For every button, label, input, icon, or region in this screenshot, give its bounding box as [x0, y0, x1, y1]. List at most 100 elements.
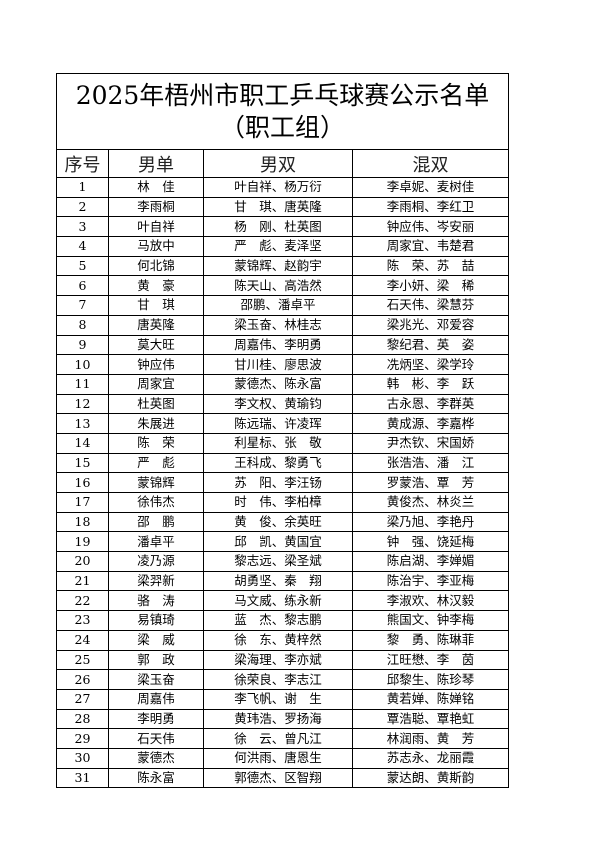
row-index: 23	[56, 610, 109, 631]
table-row: 8 唐英隆 梁玉奋、林桂志 梁兆光、邓爱容	[56, 314, 509, 336]
page-subtitle: （职工组）	[219, 112, 345, 142]
row-index: 4	[56, 236, 109, 257]
row-index: 7	[56, 295, 109, 316]
mens-singles-cell: 凌乃源	[108, 551, 204, 572]
mens-doubles-cell: 蓝 杰、黎志鹏	[203, 610, 353, 631]
mens-doubles-cell: 何洪雨、唐恩生	[203, 747, 353, 769]
header-mixed-doubles: 混双	[352, 149, 509, 178]
mens-singles-cell: 蒙德杰	[108, 747, 204, 769]
mens-doubles-cell: 邱 凯、黄国宜	[203, 531, 353, 553]
page-title: 2025年梧州市职工乒乓球赛公示名单	[75, 80, 490, 110]
mixed-doubles-cell: 冼炳坚、梁学玲	[352, 354, 509, 375]
table-row: 10 钟应伟 甘川桂、廖思波 冼炳坚、梁学玲	[56, 354, 509, 375]
row-index: 8	[56, 314, 109, 336]
row-index: 30	[56, 747, 109, 769]
row-index: 2	[56, 196, 109, 218]
table-row: 13 朱展进 陈远瑞、许凌珲 黄成源、李嘉桦	[56, 413, 509, 434]
mixed-doubles-cell: 钟 强、饶延梅	[352, 531, 509, 553]
row-index: 24	[56, 629, 109, 651]
mens-singles-cell: 潘卓平	[108, 531, 204, 553]
mens-singles-cell: 李明勇	[108, 708, 204, 730]
mens-doubles-cell: 甘 琪、唐英隆	[203, 196, 353, 218]
mixed-doubles-cell: 罗蒙浩、覃 芳	[352, 472, 509, 493]
row-index: 6	[56, 275, 109, 297]
mens-singles-cell: 莫大旺	[108, 334, 204, 356]
row-index: 25	[56, 649, 109, 671]
table-row: 17 徐伟杰时 伟、李柏樟 黄俊杰、林炎兰	[56, 492, 509, 513]
row-index: 16	[56, 472, 109, 493]
mens-doubles-cell: 严 彪、麦泽坚	[203, 236, 353, 257]
mens-singles-cell: 蒙锦辉	[108, 472, 204, 493]
mixed-doubles-cell: 尹杰钦、宋国娇	[352, 432, 509, 454]
mens-doubles-cell: 徐 东、黄梓然	[203, 629, 353, 651]
table-row: 4 马放中严 彪、麦泽坚 周家宜、韦楚君	[56, 236, 509, 257]
mixed-doubles-cell: 李雨桐、李红卫	[352, 196, 509, 218]
mens-singles-cell: 骆 涛	[108, 590, 204, 612]
mens-singles-cell: 郭 政	[108, 649, 204, 671]
mens-singles-cell: 林 佳	[108, 177, 204, 198]
table-row: 22 骆 涛马文威、练永新 李淑欢、林汉毅	[56, 590, 509, 612]
mixed-doubles-cell: 黎 勇、陈琳菲	[352, 629, 509, 651]
mens-doubles-cell: 胡勇坚、秦 翔	[203, 570, 353, 592]
mens-singles-cell: 石天伟	[108, 728, 204, 749]
table-row: 25 郭 政梁海理、李亦斌 江旺懋、李 茵	[56, 649, 509, 671]
mens-doubles-cell: 邵鹏、潘卓平	[203, 295, 353, 316]
mens-doubles-cell: 周嘉伟、李明勇	[203, 334, 353, 356]
mixed-doubles-cell: 江旺懋、李 茵	[352, 649, 509, 671]
table-row: 20 凌乃源 黎志远、梁圣斌 陈启湖、李婵媚	[56, 551, 509, 572]
row-index: 19	[56, 531, 109, 553]
mens-singles-cell: 周家宜	[108, 373, 204, 395]
mens-doubles-cell: 利星标、张 敬	[203, 432, 353, 454]
row-index: 12	[56, 393, 109, 415]
row-index: 18	[56, 511, 109, 533]
row-index: 11	[56, 373, 109, 395]
table-row: 29 石天伟徐 云、曾凡江 林润雨、黄 芳	[56, 728, 509, 749]
mens-doubles-cell: 苏 阳、李汪钖	[203, 472, 353, 493]
mens-doubles-cell: 蒙德杰、陈永富	[203, 373, 353, 395]
mens-singles-cell: 严 彪	[108, 452, 204, 474]
table-row: 3 叶自祥杨 刚、杜英图 钟应伟、岑安丽	[56, 216, 509, 238]
mens-singles-cell: 梁羿新	[108, 570, 204, 592]
mens-doubles-cell: 蒙锦辉、赵韵宇	[203, 255, 353, 277]
row-index: 22	[56, 590, 109, 612]
mens-doubles-cell: 陈远瑞、许凌珲	[203, 413, 353, 434]
mens-singles-cell: 钟应伟	[108, 354, 204, 375]
header-mens-singles: 男单	[108, 149, 204, 178]
mixed-doubles-cell: 李卓妮、麦树佳	[352, 177, 509, 198]
mixed-doubles-cell: 周家宜、韦楚君	[352, 236, 509, 257]
mens-doubles-cell: 陈天山、高浩然	[203, 275, 353, 297]
mens-doubles-cell: 郭德杰、区智翔	[203, 767, 353, 789]
mens-singles-cell: 甘 琪	[108, 295, 204, 316]
mens-doubles-cell: 梁玉奋、林桂志	[203, 314, 353, 336]
row-index: 15	[56, 452, 109, 474]
table-row: 28 李明勇 黄玮浩、罗扬海 覃浩聪、覃艳虹	[56, 708, 509, 730]
row-index: 13	[56, 413, 109, 434]
mens-singles-cell: 黄 豪	[108, 275, 204, 297]
row-index: 17	[56, 492, 109, 513]
row-index: 9	[56, 334, 109, 356]
mixed-doubles-cell: 韩 彬、李 跃	[352, 373, 509, 395]
header-index: 序号	[56, 149, 109, 178]
header-mens-doubles: 男双	[203, 149, 353, 178]
mens-doubles-cell: 黄 俊、余英旺	[203, 511, 353, 533]
mens-doubles-cell: 李文权、黄瑜钧	[203, 393, 353, 415]
table-row: 14 陈 荣利星标、张 敬尹杰钦、宋国娇	[56, 432, 509, 454]
mens-doubles-cell: 杨 刚、杜英图	[203, 216, 353, 238]
mens-doubles-cell: 李飞帆、谢 生	[203, 688, 353, 710]
table-row: 30 蒙德杰 何洪雨、唐恩生 苏志永、龙丽霞	[56, 747, 509, 769]
table-row: 26 梁玉奋 徐荣良、李志江 邱黎生、陈珍琴	[56, 669, 509, 690]
table-row: 12 杜英图 李文权、黄瑜钧 古永恩、李群英	[56, 393, 509, 415]
mixed-doubles-cell: 梁兆光、邓爱容	[352, 314, 509, 336]
row-index: 10	[56, 354, 109, 375]
row-index: 28	[56, 708, 109, 730]
table-row: 21 梁羿新 胡勇坚、秦 翔陈治宇、李亚梅	[56, 570, 509, 592]
table-row: 23 易镇琦蓝 杰、黎志鹏 熊国文、钟李梅	[56, 610, 509, 631]
mens-singles-cell: 朱展进	[108, 413, 204, 434]
mens-doubles-cell: 梁海理、李亦斌	[203, 649, 353, 671]
mixed-doubles-cell: 李淑欢、林汉毅	[352, 590, 509, 612]
mens-singles-cell: 杜英图	[108, 393, 204, 415]
mixed-doubles-cell: 陈启湖、李婵媚	[352, 551, 509, 572]
